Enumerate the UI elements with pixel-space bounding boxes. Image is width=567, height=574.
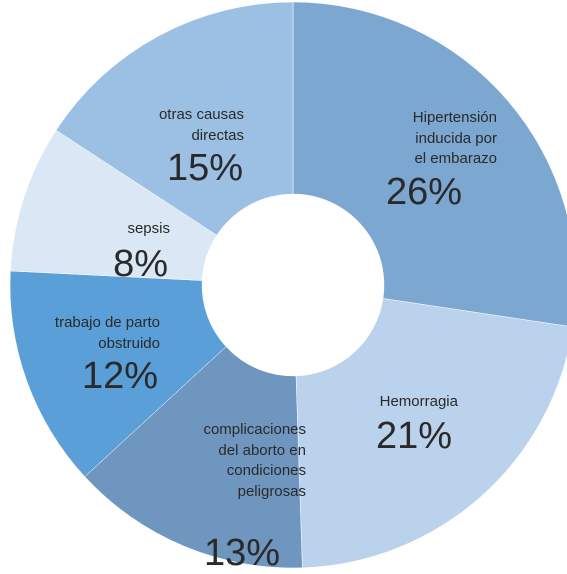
slice bbox=[292, 1, 567, 327]
value-label: 15% bbox=[166, 147, 243, 189]
slice bbox=[295, 298, 567, 568]
slice-label: trabajo de parto obstruido bbox=[54, 314, 160, 352]
value-label: 21% bbox=[375, 415, 452, 457]
slice bbox=[55, 1, 294, 236]
value-label: 13% bbox=[203, 532, 280, 574]
slice-label: complicaciones del aborto en condiciones… bbox=[203, 421, 306, 500]
value-label: 12% bbox=[81, 355, 158, 397]
slice-label: sepsis bbox=[127, 220, 170, 237]
slice bbox=[84, 346, 303, 568]
slice-label: Hemorragia bbox=[379, 393, 458, 410]
slice-label: otras causas directas bbox=[158, 106, 244, 144]
slice bbox=[9, 270, 227, 478]
value-label: 26% bbox=[385, 171, 462, 213]
slice-label: Hipertensión inducida por el embarazo bbox=[412, 109, 497, 167]
value-label: 8% bbox=[113, 243, 168, 285]
